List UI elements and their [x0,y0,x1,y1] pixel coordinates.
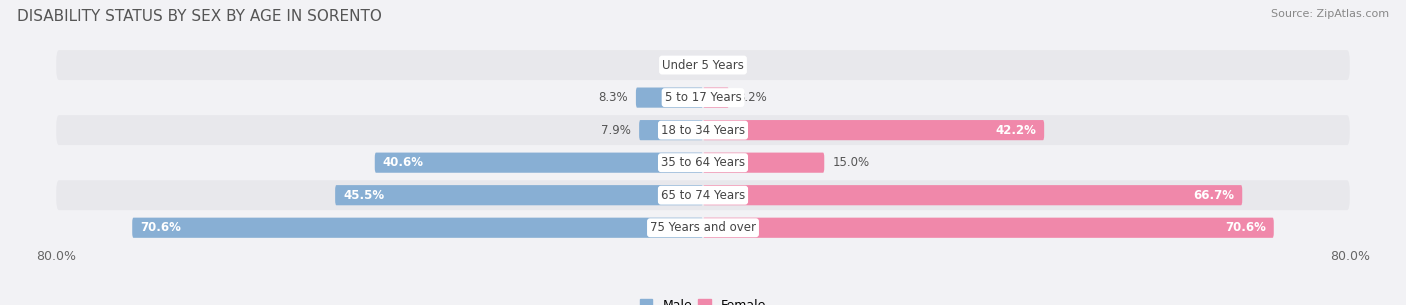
Text: 5 to 17 Years: 5 to 17 Years [665,91,741,104]
FancyBboxPatch shape [703,120,1045,140]
Text: 0.0%: 0.0% [665,59,695,72]
Text: 18 to 34 Years: 18 to 34 Years [661,124,745,137]
FancyBboxPatch shape [56,148,1350,178]
Text: Source: ZipAtlas.com: Source: ZipAtlas.com [1271,9,1389,19]
Text: 66.7%: 66.7% [1194,189,1234,202]
FancyBboxPatch shape [703,185,1243,205]
FancyBboxPatch shape [56,83,1350,113]
FancyBboxPatch shape [703,152,824,173]
Text: 70.6%: 70.6% [141,221,181,234]
Text: 75 Years and over: 75 Years and over [650,221,756,234]
FancyBboxPatch shape [636,88,703,108]
Text: 45.5%: 45.5% [343,189,384,202]
FancyBboxPatch shape [335,185,703,205]
FancyBboxPatch shape [703,218,1274,238]
Text: 8.3%: 8.3% [598,91,628,104]
FancyBboxPatch shape [56,180,1350,210]
Text: 15.0%: 15.0% [832,156,869,169]
FancyBboxPatch shape [132,218,703,238]
Legend: Male, Female: Male, Female [640,299,766,305]
Text: 65 to 74 Years: 65 to 74 Years [661,189,745,202]
FancyBboxPatch shape [56,213,1350,243]
Text: 7.9%: 7.9% [602,124,631,137]
Text: 70.6%: 70.6% [1225,221,1265,234]
FancyBboxPatch shape [375,152,703,173]
Text: 3.2%: 3.2% [737,91,766,104]
Text: 35 to 64 Years: 35 to 64 Years [661,156,745,169]
Text: 42.2%: 42.2% [995,124,1036,137]
Text: 0.0%: 0.0% [711,59,741,72]
Text: 40.6%: 40.6% [382,156,423,169]
Text: Under 5 Years: Under 5 Years [662,59,744,72]
FancyBboxPatch shape [56,115,1350,145]
FancyBboxPatch shape [703,88,728,108]
FancyBboxPatch shape [56,50,1350,80]
Text: DISABILITY STATUS BY SEX BY AGE IN SORENTO: DISABILITY STATUS BY SEX BY AGE IN SOREN… [17,9,382,24]
FancyBboxPatch shape [640,120,703,140]
